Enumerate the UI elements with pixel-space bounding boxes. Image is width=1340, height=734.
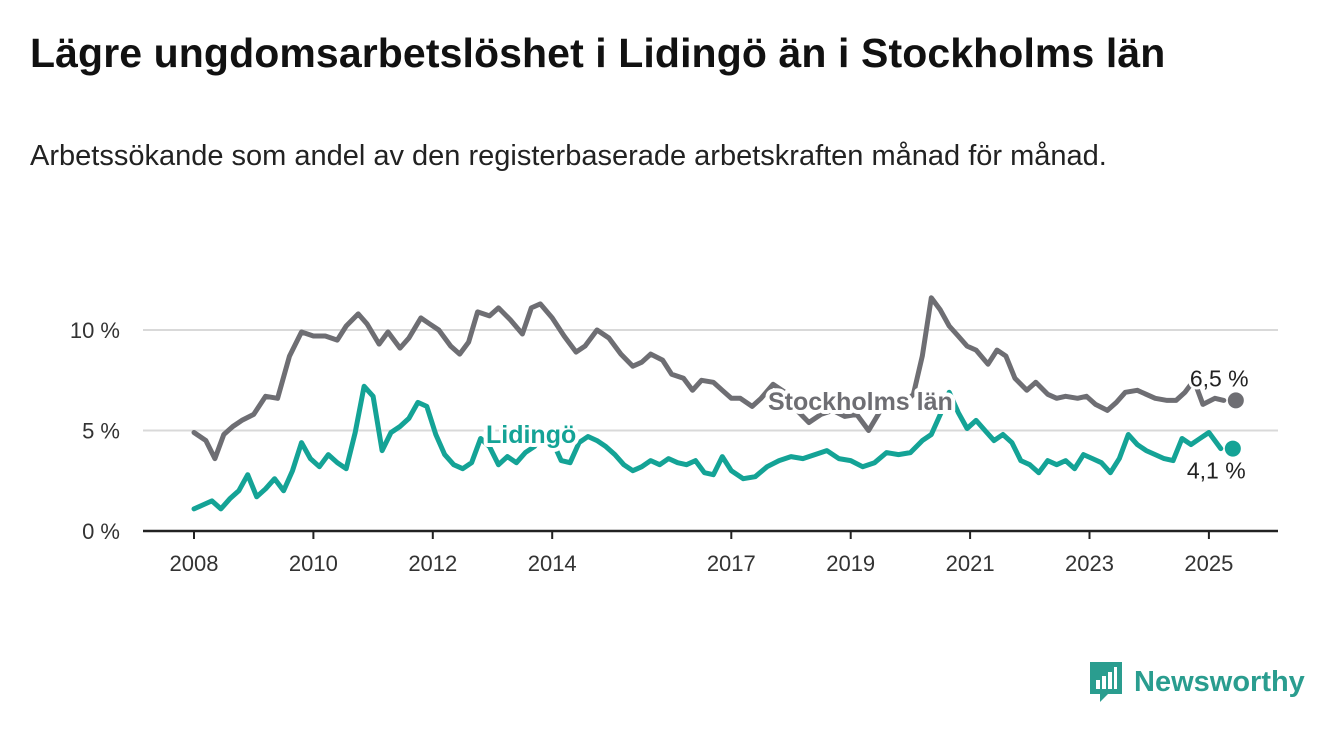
x-tick-label: 2014: [528, 551, 577, 576]
x-axis: 2008 2010 2012 2014 2017 2019 2021 2023 2025: [143, 529, 1278, 576]
series-end-value-label: 6,5 %: [1190, 365, 1249, 391]
chart-title: Lägre ungdomsarbetslöshet i Lidingö än i…: [30, 30, 1166, 76]
x-tick-label: 2021: [946, 551, 995, 576]
x-tick-label: 2010: [289, 551, 338, 576]
series-labels: Stockholms län 6,5 % Lidingö 4,1 %: [482, 362, 1252, 486]
x-tick-label: 2017: [707, 551, 756, 576]
grid-lines: [143, 329, 1278, 432]
series-name-label: Lidingö: [486, 421, 576, 449]
series-line: [191, 383, 1224, 512]
y-axis-ticks: 0 % 5 % 10 %: [70, 318, 120, 544]
x-tick-label: 2023: [1065, 551, 1114, 576]
chart-subtitle: Arbetssökande som andel av den registerb…: [30, 140, 1107, 172]
series-line: [191, 295, 1227, 462]
x-tick-label: 2025: [1184, 551, 1233, 576]
brand-name: Newsworthy: [1134, 665, 1305, 698]
x-tick-label: 2008: [170, 551, 219, 576]
y-tick-label: 10 %: [70, 318, 120, 343]
y-tick-label: 5 %: [82, 419, 120, 444]
series-end-marker: [1224, 440, 1241, 457]
series-lines: [191, 295, 1244, 512]
series-end-value-label: 4,1 %: [1187, 458, 1246, 484]
x-tick-label: 2019: [826, 551, 875, 576]
series-name-label: Stockholms län: [768, 388, 953, 416]
y-tick-label: 0 %: [82, 519, 120, 544]
series-end-marker: [1227, 392, 1244, 409]
x-tick-label: 2012: [408, 551, 457, 576]
brand: Newsworthy: [1088, 660, 1305, 704]
newsworthy-logo-icon: [1090, 662, 1122, 702]
